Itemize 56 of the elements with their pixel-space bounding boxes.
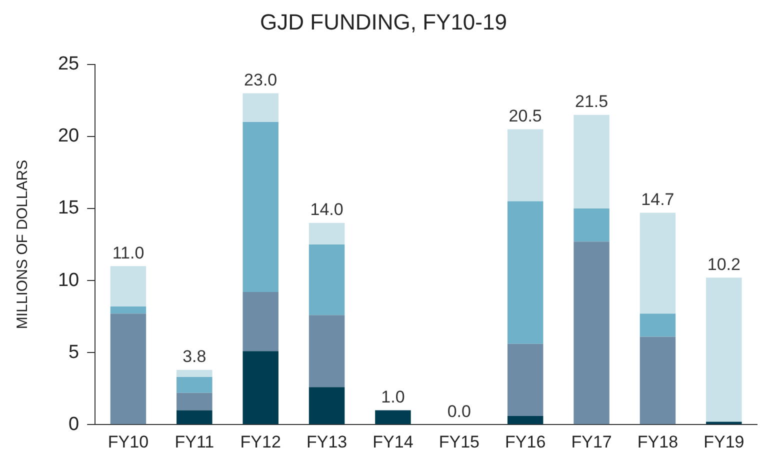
bar [242, 351, 278, 424]
x-tick-label: FY16 [505, 432, 546, 452]
total-label: 14.0 [310, 200, 344, 220]
y-tick-label: 25 [58, 54, 80, 75]
bar [706, 278, 742, 422]
bar [640, 314, 676, 337]
total-label: 21.5 [574, 92, 608, 112]
y-tick-label: 5 [68, 342, 80, 363]
total-label: 0.0 [447, 402, 471, 421]
total-label: 10.2 [707, 254, 740, 274]
y-tick-label: 10 [58, 270, 80, 291]
y-tick-label: 0 [68, 414, 80, 435]
total-label: 3.8 [182, 347, 206, 366]
total-label: 23.0 [244, 70, 278, 90]
y-tick-label: 20 [58, 126, 80, 147]
bar [308, 244, 345, 316]
bar [110, 306, 146, 314]
bar [176, 370, 212, 378]
x-tick-label: FY14 [372, 432, 414, 452]
bar [507, 129, 544, 202]
bar [640, 336, 676, 424]
total-label: 1.0 [381, 387, 405, 406]
bar [242, 93, 278, 122]
chart-title: GJD FUNDING, FY10-19 [260, 9, 507, 34]
bar [308, 315, 345, 388]
y-tick-label: 15 [58, 198, 80, 219]
bar [242, 292, 278, 352]
x-tick-label: FY17 [571, 432, 612, 452]
x-tick-label: FY13 [306, 432, 348, 452]
total-label: 20.5 [508, 106, 542, 126]
bar [507, 416, 544, 424]
bar [176, 392, 212, 410]
y-axis-title: MILLIONS OF DOLLARS [14, 160, 32, 330]
bar [110, 314, 146, 424]
bar [242, 122, 278, 292]
bar [574, 114, 610, 208]
x-tick-label: FY15 [438, 432, 480, 452]
bar [308, 387, 345, 424]
x-tick-label: FY11 [174, 432, 214, 452]
bar [507, 201, 544, 344]
x-tick-label: FY10 [108, 432, 149, 452]
x-tick-label: FY18 [637, 432, 678, 452]
bar [176, 377, 212, 393]
bar [375, 410, 411, 424]
total-label: 11.0 [112, 243, 144, 262]
x-tick-label: FY19 [704, 432, 744, 452]
bar [574, 208, 610, 242]
bar [308, 222, 345, 244]
bar [176, 410, 212, 424]
bar [706, 422, 742, 424]
bar [640, 212, 676, 314]
bar [507, 344, 544, 416]
total-label: 14.7 [641, 190, 674, 209]
bar [574, 242, 610, 424]
x-tick-label: FY12 [240, 432, 281, 452]
bar [110, 266, 146, 306]
